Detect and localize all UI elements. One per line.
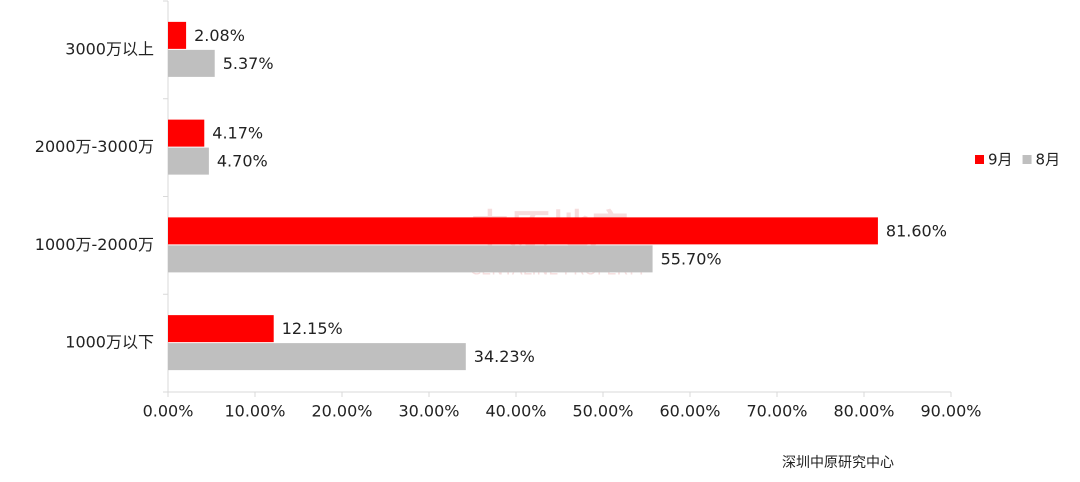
x-tick-label: 0.00% — [143, 402, 194, 421]
x-tick-label: 80.00% — [833, 402, 894, 421]
bar — [168, 21, 187, 49]
x-tick-label: 30.00% — [398, 402, 459, 421]
value-label: 2.08% — [194, 26, 245, 45]
legend-swatch — [975, 155, 984, 164]
bar — [168, 119, 205, 147]
x-tick-label: 60.00% — [659, 402, 720, 421]
value-label: 12.15% — [282, 319, 343, 338]
legend-label: 8月 — [1036, 151, 1061, 169]
x-tick-label: 40.00% — [485, 402, 546, 421]
x-tick-label: 20.00% — [311, 402, 372, 421]
value-label: 4.17% — [212, 124, 263, 143]
x-tick-label: 70.00% — [746, 402, 807, 421]
bar — [168, 49, 215, 77]
value-label: 55.70% — [661, 249, 722, 268]
y-tick-label: 1000万-2000万 — [35, 235, 154, 254]
legend-label: 9月 — [988, 151, 1013, 169]
x-tick-label: 50.00% — [572, 402, 633, 421]
y-tick-label: 3000万以上 — [65, 39, 154, 58]
value-label: 81.60% — [886, 221, 947, 240]
y-tick-label: 2000万-3000万 — [35, 137, 154, 156]
value-label: 4.70% — [217, 152, 268, 171]
value-label: 34.23% — [474, 347, 535, 366]
bar — [168, 315, 274, 343]
bar — [168, 217, 878, 245]
x-tick-label: 90.00% — [920, 402, 981, 421]
value-label: 5.37% — [223, 54, 274, 73]
y-tick-label: 1000万以下 — [65, 333, 154, 352]
bar — [168, 343, 466, 371]
x-tick-label: 10.00% — [224, 402, 285, 421]
bar — [168, 147, 209, 175]
legend-swatch — [1022, 155, 1032, 164]
bar — [168, 245, 653, 273]
source: 深圳中原研究中心 — [782, 455, 894, 471]
